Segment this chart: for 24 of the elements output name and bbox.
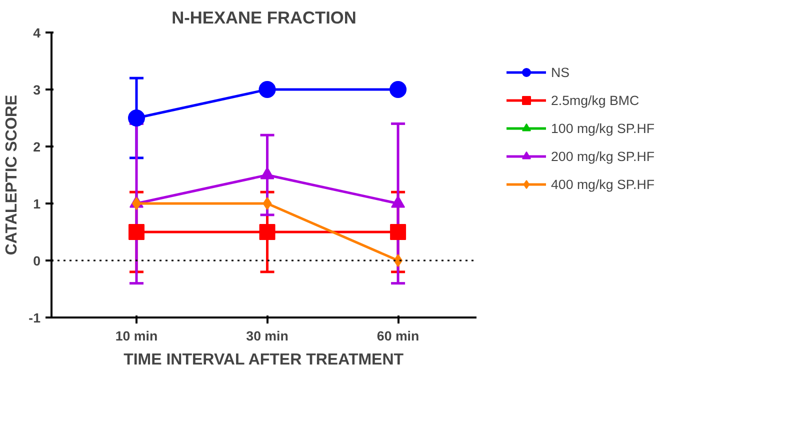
point bbox=[390, 224, 406, 240]
point bbox=[390, 81, 407, 98]
legend-label: 2.5mg/kg BMC bbox=[551, 92, 640, 108]
legend-label: NS bbox=[551, 64, 571, 80]
x-tick-label: 30 min bbox=[246, 328, 288, 344]
y-tick-label: 2 bbox=[33, 140, 41, 154]
y-tick-label: 1 bbox=[33, 196, 42, 212]
y-tick-label: 4 bbox=[33, 26, 42, 40]
y-tick-label: -1 bbox=[28, 310, 42, 326]
y-axis-title: CATALEPTIC SCORE bbox=[4, 94, 21, 256]
legend-label: 400 mg/kg SP.HF bbox=[551, 176, 654, 192]
point bbox=[128, 110, 145, 126]
y-tick-label: 3 bbox=[33, 82, 41, 98]
point bbox=[259, 224, 276, 240]
point bbox=[262, 197, 272, 210]
point bbox=[128, 224, 144, 240]
legend-label: 200 mg/kg SP.HF bbox=[551, 148, 654, 164]
x-tick-label: 60 min bbox=[376, 328, 420, 344]
x-tick-label: 10 min bbox=[115, 328, 158, 344]
x-axis-title: TIME INTERVAL AFTER TREATMENT bbox=[124, 352, 404, 368]
y-tick-label: 0 bbox=[33, 254, 41, 268]
point bbox=[258, 81, 276, 98]
chart-title: N-HEXANE FRACTION bbox=[172, 8, 356, 28]
legend-label: 100 mg/kg SP.HF bbox=[551, 120, 654, 136]
